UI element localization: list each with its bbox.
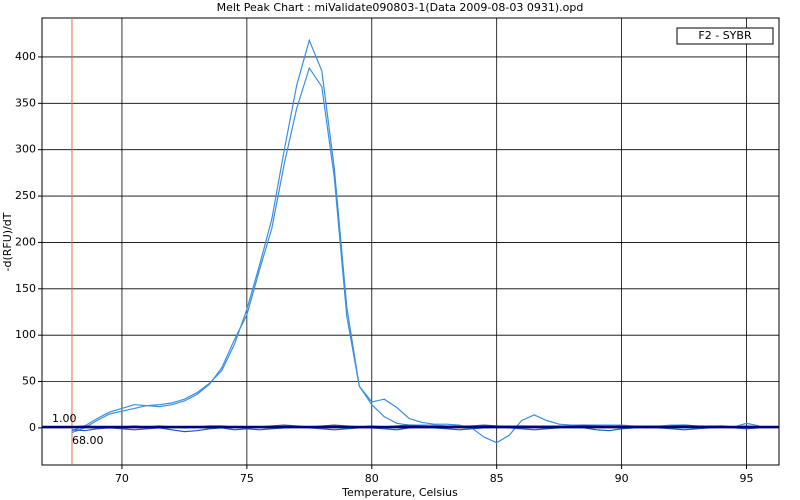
chart-title: Melt Peak Chart : miValidate090803-1(Dat… — [217, 1, 584, 14]
x-tick-label: 70 — [115, 472, 129, 485]
y-tick-label: 300 — [15, 143, 36, 156]
y-tick-label: 0 — [29, 421, 36, 434]
threshold-label: 1.00 — [52, 412, 77, 425]
x-tick-label: 75 — [240, 472, 254, 485]
y-tick-label: 150 — [15, 282, 36, 295]
y-axis-label: -d(RFU)/dT — [1, 212, 14, 271]
y-tick-label: 200 — [15, 235, 36, 248]
x-tick-label: 85 — [490, 472, 504, 485]
x-axis-label: Temperature, Celsius — [341, 486, 458, 499]
plot-area — [41, 17, 780, 466]
x-tick-label: 80 — [365, 472, 379, 485]
y-tick-label: 50 — [22, 375, 36, 388]
x-tick-label: 95 — [740, 472, 754, 485]
y-tick-label: 350 — [15, 96, 36, 109]
legend-box — [676, 27, 774, 45]
legend-label: F2 - SYBR — [698, 29, 752, 42]
y-tick-label: 250 — [15, 189, 36, 202]
x-tick-label: 90 — [615, 472, 629, 485]
y-tick-label: 100 — [15, 328, 36, 341]
y-tick-label: 400 — [15, 50, 36, 63]
start-marker-label: 68.00 — [72, 434, 104, 447]
